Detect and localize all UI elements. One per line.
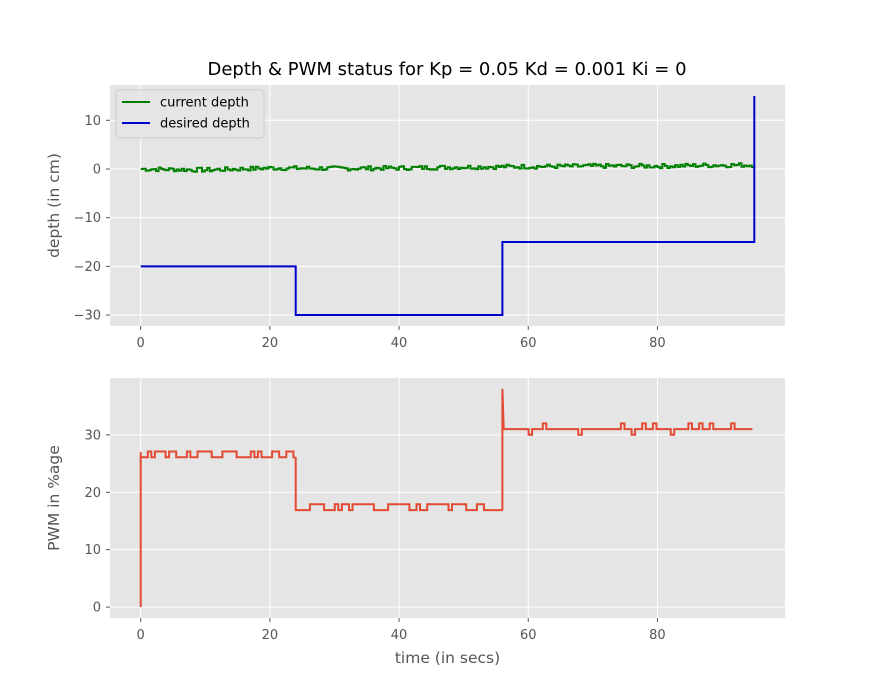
y-tick-label: 10 xyxy=(84,543,101,558)
y-tick-label: 0 xyxy=(93,601,101,616)
current-depth-line xyxy=(140,162,756,173)
pwm-y-axis-label: PWM in %age xyxy=(45,445,63,551)
chart-title: Depth & PWM status for Kp = 0.05 Kd = 0.… xyxy=(207,59,686,80)
x-tick-label: 40 xyxy=(391,628,408,643)
depth-plot: 0 20 40 60 80 −30 −20 −10 0 10 depth (in cm) curr… xyxy=(45,85,785,351)
y-tick-label: 0 xyxy=(93,162,101,177)
pwm-plot: 0 20 40 60 80 0 10 20 30 PWM in %age time (in se… xyxy=(45,378,785,667)
x-tick-label: 60 xyxy=(520,628,537,643)
depth-plot-series xyxy=(140,96,756,316)
pwm-plot-series xyxy=(139,388,753,608)
x-tick-label: 40 xyxy=(391,336,408,351)
legend-box xyxy=(115,89,265,139)
y-tick-label: −30 xyxy=(74,309,101,324)
legend: current depth desired depth xyxy=(115,89,265,139)
x-tick-label: 0 xyxy=(137,336,145,351)
y-tick-label: 30 xyxy=(84,428,101,443)
depth-plot-ticks: 0 20 40 60 80 −30 −20 −10 0 10 xyxy=(74,114,666,351)
y-tick-label: −20 xyxy=(74,260,101,275)
pwm-plot-background xyxy=(110,378,785,618)
legend-label-desired-depth: desired depth xyxy=(160,117,250,132)
x-tick-label: 0 xyxy=(137,628,145,643)
time-x-axis-label: time (in secs) xyxy=(395,649,500,667)
legend-label-current-depth: current depth xyxy=(160,96,249,111)
desired-depth-line xyxy=(140,96,756,316)
x-tick-label: 20 xyxy=(262,628,279,643)
depth-y-axis-label: depth (in cm) xyxy=(45,153,63,258)
x-tick-label: 20 xyxy=(262,336,279,351)
y-tick-label: 20 xyxy=(84,486,101,501)
x-tick-label: 60 xyxy=(520,336,537,351)
y-tick-label: −10 xyxy=(74,211,101,226)
x-tick-label: 80 xyxy=(649,628,666,643)
y-tick-label: 10 xyxy=(84,114,101,129)
pwm-plot-ticks: 0 20 40 60 80 0 10 20 30 xyxy=(84,428,665,643)
pwm-line xyxy=(139,388,753,608)
x-tick-label: 80 xyxy=(649,336,666,351)
